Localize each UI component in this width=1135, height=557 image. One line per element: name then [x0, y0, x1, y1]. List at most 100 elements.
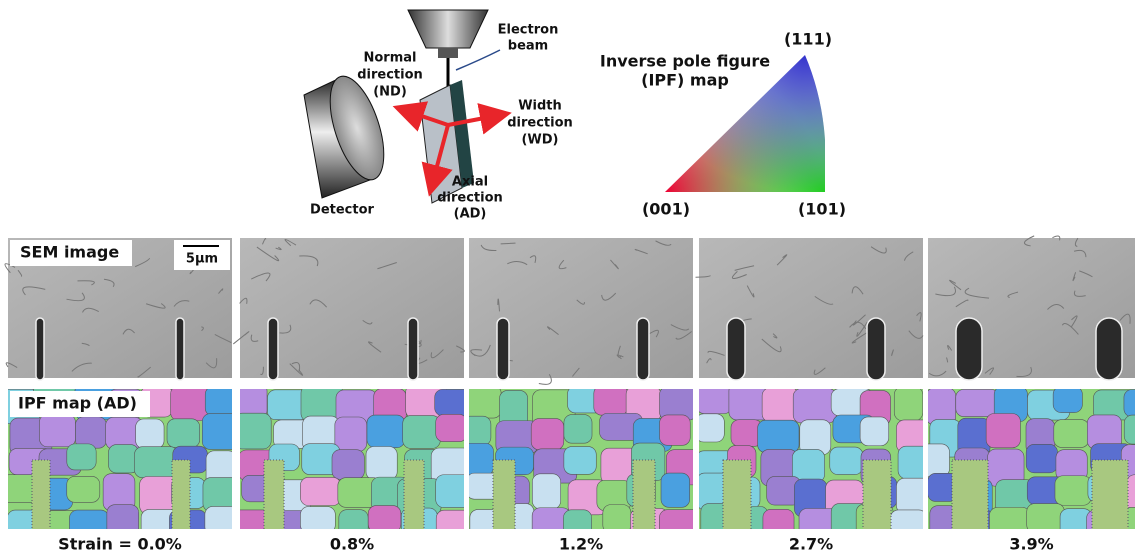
strain-label: Strain = 0.0% [58, 535, 182, 554]
strain-label: 3.9% [1009, 535, 1053, 554]
figure: ElectronbeamNormaldirection(ND)Widthdire… [0, 0, 1135, 557]
ipf-grains [232, 383, 479, 547]
grain [300, 507, 335, 534]
strain-label: 0.8% [330, 535, 374, 554]
indent-slot [176, 318, 184, 380]
grain [332, 450, 364, 480]
grain [234, 413, 271, 449]
grain [171, 386, 209, 421]
indent-slot [637, 318, 649, 380]
grain [696, 383, 732, 413]
grain [335, 417, 367, 451]
grain [1026, 444, 1057, 472]
grain [1027, 504, 1065, 533]
label-width-direction: direction [507, 116, 573, 131]
indent-slot [408, 318, 418, 380]
gun-tip [438, 48, 458, 58]
grain [661, 473, 690, 507]
ipf-panel [696, 383, 936, 544]
grain [167, 419, 200, 448]
grain [986, 414, 1020, 448]
grain [461, 385, 501, 418]
corner-001: (001) [642, 200, 690, 219]
strain-label: 2.7% [789, 535, 833, 554]
deformed-band [404, 460, 424, 530]
ipf-legend-title: (IPF) map [641, 71, 729, 90]
grain [860, 417, 889, 446]
ipf-panel [461, 385, 701, 544]
deformed-band [264, 460, 284, 530]
grain [136, 419, 164, 449]
label-axial-direction: Axial [452, 175, 488, 190]
indent-slot [867, 318, 885, 380]
grain [696, 414, 725, 442]
label-electron-beam: beam [508, 39, 548, 54]
label-normal-direction: (ND) [373, 85, 407, 100]
label-normal-direction: direction [357, 68, 423, 83]
corner-111: (111) [784, 30, 832, 49]
grain [202, 414, 242, 450]
ipf-grains [696, 383, 936, 544]
grain [564, 415, 592, 444]
deformed-band [952, 460, 988, 530]
grain [659, 510, 701, 541]
grain [1055, 476, 1091, 505]
grain [1053, 386, 1082, 412]
grain [205, 506, 239, 534]
grain [1124, 389, 1135, 416]
ipf-legend-title: Inverse pole figure [600, 52, 770, 71]
deformed-band [1092, 460, 1128, 530]
scale-label: 5μm [186, 252, 218, 267]
grain [368, 506, 401, 533]
sem-panel [233, 238, 464, 380]
label-width-direction: (WD) [521, 133, 558, 148]
indent-slot [956, 318, 982, 380]
grain [890, 510, 926, 538]
label-axial-direction: direction [437, 191, 503, 206]
indent-slot [1096, 318, 1122, 380]
grain [462, 416, 491, 445]
grain [67, 476, 100, 502]
grain [436, 475, 474, 508]
grain [300, 477, 340, 505]
deformed-band [32, 460, 50, 530]
indent-slot [497, 318, 509, 380]
indent-slot [36, 318, 44, 380]
beam-pointer [456, 50, 500, 70]
indent-slot [727, 318, 745, 380]
indent-slot [268, 318, 278, 380]
deformed-band [723, 460, 751, 530]
grain [205, 386, 236, 416]
grain [603, 505, 631, 534]
corner-101: (101) [798, 200, 846, 219]
grain [532, 474, 560, 509]
electron-gun [408, 10, 488, 48]
grain [660, 415, 691, 445]
grain [463, 443, 493, 475]
sem-panel [469, 238, 693, 384]
ipf-grains [921, 386, 1135, 543]
ipf-grains [461, 385, 701, 544]
diagram [304, 10, 825, 203]
grain [956, 389, 999, 416]
label-width-direction: Width [518, 99, 562, 114]
strain-label: 1.2% [559, 535, 603, 554]
sem-panel [696, 238, 923, 380]
sem-panel [928, 236, 1135, 380]
grain [75, 417, 106, 448]
ipf-panel [921, 386, 1135, 543]
grain [563, 510, 591, 536]
deformed-band [493, 460, 515, 530]
grain [39, 414, 75, 447]
grain [894, 387, 923, 421]
deformed-band [863, 460, 891, 530]
grain [436, 414, 467, 441]
deformed-band [633, 460, 655, 530]
label-axial-direction: (AD) [454, 207, 487, 222]
label-electron-beam: Electron [498, 23, 559, 38]
grain [564, 447, 596, 475]
grain [531, 419, 564, 450]
deformed-band [172, 460, 190, 530]
grain [758, 420, 799, 453]
grain [793, 388, 836, 422]
